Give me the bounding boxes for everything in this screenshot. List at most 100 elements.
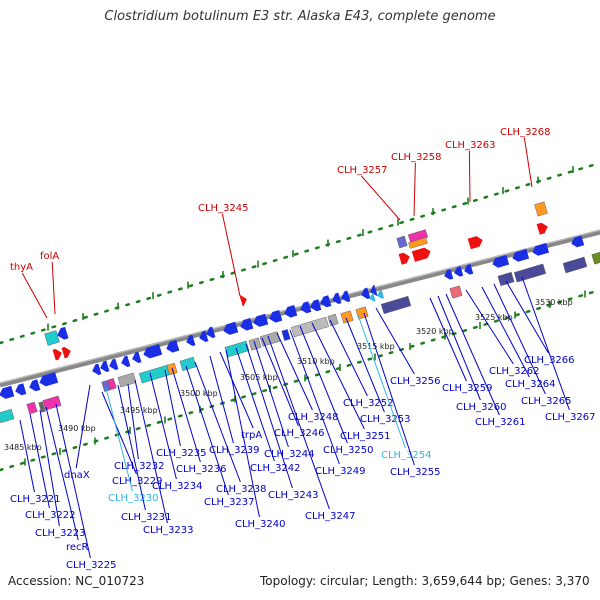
reverse-gene-label: CLH_3223 xyxy=(35,528,86,539)
reverse-gene-arrow xyxy=(143,344,163,359)
accession-text: Accession: NC_010723 xyxy=(8,574,145,588)
forward-gene-arrow xyxy=(61,347,71,359)
gene-box xyxy=(591,251,600,265)
reverse-leader-line xyxy=(465,289,514,365)
forward-gene-arrow xyxy=(411,247,431,262)
reverse-gene-label: CLH_3231 xyxy=(121,512,172,523)
reverse-leader-line xyxy=(55,403,91,559)
reverse-gene-label: CLH_3240 xyxy=(235,519,286,530)
reverse-leader-line xyxy=(363,312,415,466)
reverse-gene-arrow xyxy=(532,242,550,256)
gene-box xyxy=(101,380,111,392)
reverse-gene-label: CLH_3252 xyxy=(343,398,394,409)
gene-box xyxy=(396,235,408,249)
backbone-highlight xyxy=(0,229,600,384)
reverse-leader-line xyxy=(345,317,385,413)
reverse-gene-arrow xyxy=(269,310,283,323)
reverse-gene-label: CLH_3251 xyxy=(340,431,391,442)
reverse-leader-line xyxy=(185,365,229,496)
reverse-gene-label: CLH_3259 xyxy=(442,383,493,394)
reverse-leader-line xyxy=(117,384,146,511)
kbp-tick-label: 3520 kbp xyxy=(416,327,454,336)
reverse-gene-label: CLH_3262 xyxy=(489,366,540,377)
reverse-gene-label: CLH_3235 xyxy=(156,448,207,459)
reverse-leader-line xyxy=(357,314,406,449)
reverse-gene-label: CLH_3264 xyxy=(505,379,556,390)
reverse-gene-label: CLH_3234 xyxy=(152,481,203,492)
reverse-gene-label: CLH_3239 xyxy=(209,445,260,456)
gene-box xyxy=(224,340,250,358)
reverse-leader-line xyxy=(29,413,50,509)
gene-box xyxy=(179,356,197,372)
reverse-gene-label: dnaX xyxy=(64,470,90,481)
reverse-leader-line xyxy=(311,322,365,430)
reverse-leader-line xyxy=(164,369,181,447)
gene-box xyxy=(327,313,339,327)
forward-gene-label: CLH_3258 xyxy=(391,152,442,163)
reverse-gene-arrow xyxy=(310,299,322,312)
reverse-leader-line xyxy=(505,280,549,354)
reverse-gene-arrow xyxy=(369,293,376,302)
reverse-gene-arrow xyxy=(0,385,15,399)
reverse-gene-label: CLH_3246 xyxy=(274,428,325,439)
reverse-gene-label: CLH_3229 xyxy=(112,476,163,487)
reverse-gene-label: CLH_3265 xyxy=(521,396,572,407)
kbp-tick-label: 3515 kbp xyxy=(357,342,395,351)
gene-box xyxy=(497,271,515,287)
forward-gene-arrow xyxy=(239,295,247,307)
reverse-leader-line xyxy=(245,343,293,489)
map-title: Clostridium botulinum E3 str. Alaska E43… xyxy=(104,9,496,24)
reverse-leader-line xyxy=(289,329,340,465)
reverse-gene-arrow xyxy=(223,321,239,335)
reverse-leader-line xyxy=(299,325,348,444)
reverse-gene-label: CLH_3260 xyxy=(456,402,507,413)
gene-box xyxy=(355,306,369,320)
gene-box xyxy=(562,256,588,274)
reverse-gene-arrow xyxy=(206,326,216,338)
kbp-tick-label: 3510 kbp xyxy=(297,357,335,366)
reverse-gene-label: trpA xyxy=(241,430,262,441)
reverse-gene-label: CLH_3221 xyxy=(10,494,61,505)
forward-leader-line xyxy=(221,213,241,297)
gene-box xyxy=(408,237,428,249)
reverse-gene-arrow xyxy=(341,290,351,302)
reverse-leader-line xyxy=(75,384,91,469)
reverse-gene-label: CLH_3254 xyxy=(381,450,432,461)
reverse-gene-arrow xyxy=(512,248,530,262)
reverse-leader-line xyxy=(276,332,313,411)
reverse-gene-arrow xyxy=(377,290,385,299)
reverse-leader-line xyxy=(209,355,234,444)
reverse-gene-label: CLH_3243 xyxy=(268,490,319,501)
reverse-gene-arrow xyxy=(166,340,180,353)
reverse-gene-label: CLH_3249 xyxy=(315,466,366,477)
reverse-gene-label: CLH_3222 xyxy=(25,510,76,521)
forward-gene-label: CLH_3257 xyxy=(337,165,388,176)
reverse-leader-line xyxy=(329,319,368,397)
reverse-leader-line xyxy=(39,409,60,527)
reverse-leader-line xyxy=(171,367,201,463)
gene-box xyxy=(26,401,38,415)
reverse-leader-line xyxy=(127,383,139,460)
reverse-gene-label: CLH_3242 xyxy=(250,463,301,474)
reverse-gene-label: CLH_3255 xyxy=(390,467,441,478)
reverse-gene-label: CLH_3230 xyxy=(108,493,159,504)
genome-summary: Topology: circular; Length: 3,659,644 bp… xyxy=(260,574,590,588)
reverse-gene-arrow xyxy=(464,264,474,275)
reverse-gene-arrow xyxy=(92,363,102,375)
gene-box xyxy=(38,401,46,413)
reverse-leader-line xyxy=(253,340,289,448)
gene-box xyxy=(291,316,329,338)
reverse-gene-label: CLH_3244 xyxy=(264,449,315,460)
gene-box xyxy=(380,295,412,315)
reverse-leader-line xyxy=(149,372,177,480)
reverse-gene-label: recR xyxy=(66,542,89,553)
forward-gene-label: folA xyxy=(40,251,59,262)
reverse-gene-arrow xyxy=(240,318,254,331)
forward-gene-arrow xyxy=(398,252,410,265)
forward-leader-line xyxy=(51,261,56,315)
forward-leader-line xyxy=(468,150,471,203)
reverse-leader-line xyxy=(235,347,275,462)
gene-box xyxy=(42,395,62,411)
